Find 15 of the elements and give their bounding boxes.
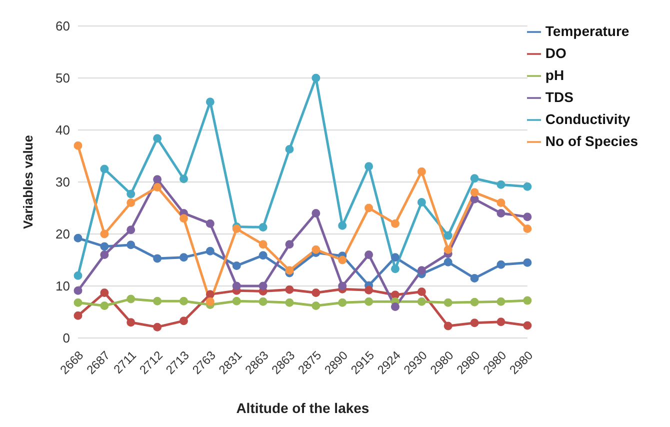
legend-label: Temperature	[545, 23, 630, 39]
y-axis-title: Variables value	[20, 135, 36, 229]
y-tick-label: 40	[56, 122, 70, 138]
y-tick-label: 0	[62, 330, 70, 346]
y-tick-label: 20	[56, 226, 70, 242]
legend-label: DO	[545, 45, 566, 61]
x-axis-title: Altitude of the lakes	[236, 400, 370, 416]
legend-label: No of Species	[545, 133, 638, 149]
legend-label: pH	[545, 67, 564, 83]
y-tick-label: 50	[56, 70, 70, 86]
legend-label: Conductivity	[545, 111, 630, 127]
y-tick-label: 30	[56, 174, 70, 190]
y-tick-label: 60	[56, 18, 70, 34]
y-tick-label: 10	[56, 278, 70, 294]
legend-label: TDS	[545, 89, 574, 105]
